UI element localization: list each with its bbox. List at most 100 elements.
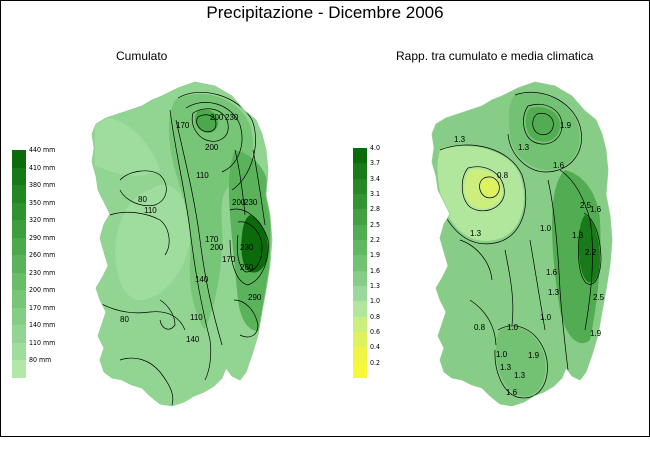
right-legend-label: 1.6 — [370, 266, 381, 275]
left-legend-swatch — [12, 290, 26, 309]
left-legend-swatch — [12, 185, 26, 204]
left-contour-label: 80 — [120, 315, 129, 324]
right-contour-label: 1.3 — [572, 231, 584, 240]
right-contour-label: 0.8 — [474, 323, 486, 332]
right-legend-swatch — [353, 163, 367, 180]
left-contour-label: 200 — [205, 143, 219, 152]
left-legend-label: 350 mm — [29, 198, 56, 207]
figure-title: Precipitazione - Dicembre 2006 — [206, 3, 444, 22]
left-contour-label: 110 — [190, 313, 203, 322]
left-map-max-zone — [241, 215, 268, 273]
left-contour-label: 80 — [138, 195, 147, 204]
left-legend-swatch — [12, 360, 26, 379]
left-map-ridge-zone — [168, 94, 254, 330]
right-legend-swatch — [353, 255, 367, 272]
right-legend-swatch — [353, 194, 367, 210]
left-legend-swatch — [12, 237, 26, 256]
right-map: 1.31.91.31.60.81.01.3 1.31.01.61.31.00.81… — [431, 81, 613, 407]
right-legend-swatch — [353, 270, 367, 287]
left-contour-label: 170 — [222, 255, 236, 264]
right-map-north-peak — [525, 106, 560, 142]
right-contour-label: 1.0 — [540, 224, 552, 233]
right-map-contour-labels: 1.31.91.31.60.81.01.3 1.31.01.61.31.00.81… — [454, 121, 605, 397]
left-legend-label: 320 mm — [29, 216, 56, 225]
left-contour-label: 260 — [240, 263, 254, 272]
left-legend-swatch — [12, 202, 26, 221]
right-contour-label: 1.9 — [528, 351, 540, 360]
left-contour-label: 230 — [244, 198, 258, 207]
right-contour-label: 1.9 — [590, 329, 602, 338]
left-contour-label: 140 — [186, 335, 200, 344]
left-contour-label: 200 — [232, 198, 246, 207]
right-contour-label: 1.0 — [496, 350, 508, 359]
right-contour-label: 1.6 — [546, 268, 558, 277]
right-legend-swatch — [353, 316, 367, 333]
right-legend-swatch — [353, 148, 367, 164]
left-legend-label: 410 mm — [29, 163, 56, 172]
right-legend-swatch — [353, 224, 367, 241]
left-contour-label: 110 — [196, 171, 209, 180]
left-legend-swatch — [12, 220, 26, 239]
right-legend-label: 1.0 — [370, 297, 381, 306]
right-legend-label: 4.0 — [370, 144, 381, 152]
right-legend-label: 0.4 — [370, 343, 381, 352]
right-contour-label: 2.5 — [580, 201, 592, 210]
left-legend-label: 170 mm — [29, 303, 56, 312]
right-contour-label: 1.3 — [518, 143, 530, 152]
right-contour-label: 1.3 — [470, 229, 482, 238]
right-contour-label: 2.2 — [585, 248, 597, 257]
right-map-contours — [439, 91, 602, 399]
right-contour-label: 1.3 — [454, 135, 466, 144]
left-map-contours — [94, 91, 269, 406]
right-legend-label: 3.1 — [370, 190, 381, 198]
right-map-min-core — [481, 178, 499, 197]
right-legend-swatch — [353, 332, 367, 348]
right-contour-label: 1.6 — [506, 388, 518, 397]
left-legend-label: 380 mm — [29, 181, 56, 190]
right-legend-swatch — [353, 286, 367, 302]
left-legend-swatch — [12, 167, 26, 186]
left-legend-label: 80 mm — [29, 356, 52, 365]
left-contour-label: 230 — [240, 243, 254, 252]
left-contour-label: 200 — [210, 113, 224, 122]
right-contour-label: 1.6 — [553, 161, 565, 170]
left-contour-label: 200 — [210, 243, 224, 252]
right-legend-swatch — [353, 301, 367, 318]
right-contour-label: 1.3 — [514, 371, 526, 380]
right-contour-label: 1.0 — [507, 323, 519, 332]
right-legend-label: 3.4 — [370, 174, 381, 183]
left-legend-label: 200 mm — [29, 286, 56, 295]
right-legend-swatch — [353, 347, 367, 364]
right-legend-swatch — [353, 209, 367, 226]
left-legend-swatch — [12, 325, 26, 344]
left-legend-label: 230 mm — [29, 268, 56, 277]
left-map-low-zone — [115, 184, 191, 300]
left-legend-swatch — [12, 255, 26, 274]
right-contour-label: 1.3 — [500, 363, 512, 372]
left-legend-label: 260 mm — [29, 251, 56, 260]
right-legend-label: 0.2 — [370, 358, 381, 367]
right-legend-label: 2.2 — [370, 236, 381, 244]
left-contour-label: 230 — [225, 113, 239, 122]
left-legend-swatch — [12, 150, 26, 169]
left-legend-label: 140 mm — [29, 321, 56, 330]
right-legend-swatch — [353, 178, 367, 195]
right-island-outline — [431, 81, 613, 407]
right-legend-label: 3.7 — [370, 159, 381, 168]
right-contour-label: 1.0 — [540, 313, 552, 322]
left-contour-label: 170 — [176, 121, 190, 130]
left-legend-label: 290 mm — [29, 233, 56, 242]
right-contour-label: 0.8 — [497, 171, 509, 180]
right-legend-label: 0.6 — [370, 328, 381, 336]
left-island-outline — [91, 81, 273, 407]
right-contour-label: 1.6 — [590, 205, 602, 214]
right-legend-label: 1.9 — [370, 251, 381, 260]
left-contour-label: 140 — [195, 275, 209, 284]
right-legend-label: 0.8 — [370, 312, 381, 321]
right-map-max-zone — [578, 215, 600, 283]
right-legend-label: 2.8 — [370, 205, 381, 214]
right-contour-label: 1.9 — [560, 121, 572, 130]
